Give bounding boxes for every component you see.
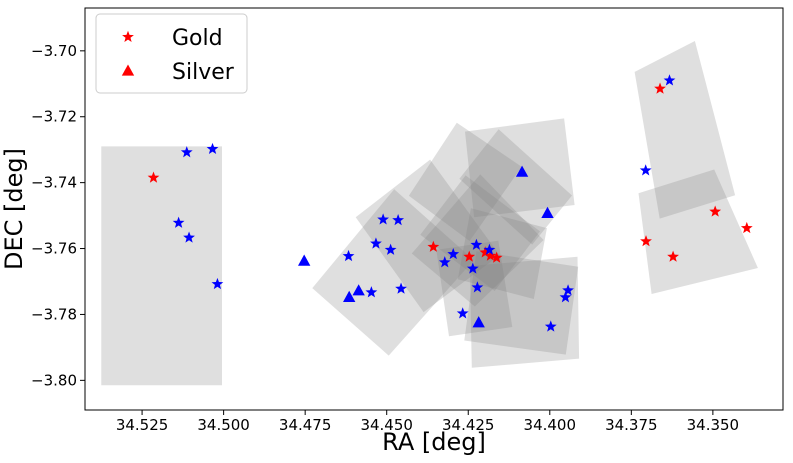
silver-point-6	[472, 316, 485, 328]
stars-point-3	[172, 216, 185, 228]
stars-point-24	[639, 164, 652, 176]
x-tick-label: 34.525	[116, 416, 169, 434]
stars-point-13	[438, 256, 451, 268]
gold-point-9	[667, 250, 679, 262]
silver-point-4	[515, 165, 529, 177]
stars-point-22	[559, 291, 572, 303]
y-tick-label: −3.74	[31, 174, 77, 192]
stars-point-10	[384, 243, 397, 255]
x-tick-label: 34.475	[279, 416, 332, 434]
gold-point-6	[490, 251, 503, 263]
stars-point-12	[395, 282, 407, 294]
x-tick-label: 34.425	[442, 416, 495, 434]
legend: Gold Silver	[95, 13, 248, 94]
stars-point-9	[392, 214, 405, 226]
footprint-field-center-e	[465, 118, 575, 218]
x-tick-label: 34.400	[524, 416, 577, 434]
footprint-field-center-k	[469, 256, 580, 368]
x-tick-label: 34.450	[360, 416, 413, 434]
footprint-field-center-f	[420, 175, 540, 291]
gold-point-4	[479, 246, 492, 258]
stars-point-17	[470, 238, 483, 250]
footprint-field-center-c	[408, 122, 522, 241]
stars-point-6	[342, 249, 355, 262]
y-tick-label: −3.78	[31, 305, 77, 323]
y-tick-label: −3.72	[31, 108, 77, 126]
legend-gold-marker	[122, 30, 134, 43]
stars-point-7	[370, 237, 382, 249]
stars-point-1	[180, 146, 193, 158]
footprint-field-right-bottom	[638, 169, 758, 294]
footprint-field-center-a	[312, 189, 474, 356]
footprint-field-center-b	[355, 159, 500, 313]
stars-point-23	[663, 74, 676, 86]
y-axis-title: DEC [deg]	[0, 148, 28, 270]
gold-point-8	[640, 235, 652, 247]
stars-point-20	[544, 320, 557, 332]
gold-point-10	[709, 205, 722, 217]
silver-point-1	[298, 254, 311, 266]
footprint-field-center-g	[411, 174, 544, 307]
gold-point-5	[484, 249, 497, 261]
footprint-field-left	[101, 146, 222, 386]
y-tick-label: −3.80	[31, 371, 77, 389]
stars-point-16	[466, 262, 479, 274]
stars-point-15	[456, 307, 469, 319]
legend-silver-marker	[121, 64, 135, 76]
y-axis-ticks: −3.70 −3.72 −3.74 −3.76 −3.78 −3.80	[31, 42, 85, 389]
silver-point-5	[541, 206, 554, 218]
points-layer	[147, 74, 753, 332]
plot-frame	[84, 7, 784, 411]
legend-gold-label: Gold	[172, 26, 223, 51]
stars-point-2	[206, 142, 219, 155]
stars-point-11	[365, 286, 378, 298]
stars-point-18	[471, 281, 484, 293]
stars-point-14	[447, 247, 460, 260]
gold-point-7	[654, 82, 666, 94]
silver-point-3	[352, 284, 365, 296]
silver-point-2	[343, 290, 356, 302]
x-tick-label: 34.500	[197, 416, 250, 434]
x-tick-label: 34.375	[605, 416, 658, 434]
gold-point-1	[147, 171, 160, 183]
x-axis-title: RA [deg]	[382, 428, 486, 456]
stars-point-8	[377, 213, 390, 225]
stars-point-19	[483, 243, 496, 255]
stars-point-5	[211, 277, 224, 290]
legend-silver-label: Silver	[172, 60, 235, 85]
legend-box	[95, 13, 248, 94]
x-tick-label: 34.350	[687, 416, 740, 434]
x-axis-ticks: 34.525 34.500 34.475 34.450 34.425 34.400 34.3…	[116, 410, 739, 434]
stars-point-4	[183, 231, 195, 243]
footprint-field-center-j	[457, 208, 547, 299]
gold-point-11	[740, 221, 753, 234]
stars-point-21	[562, 284, 574, 296]
y-tick-label: −3.76	[31, 240, 77, 258]
gold-point-2	[427, 240, 440, 252]
gold-point-3	[463, 250, 476, 262]
y-tick-label: −3.70	[31, 42, 77, 60]
footprint-field-center-h	[436, 240, 513, 337]
